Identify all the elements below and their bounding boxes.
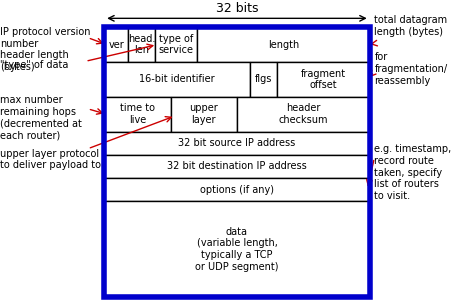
Text: IP protocol version
number
header length
(bytes): IP protocol version number header length… bbox=[0, 27, 91, 72]
Text: 32 bit destination IP address: 32 bit destination IP address bbox=[167, 161, 307, 171]
Text: upper
layer: upper layer bbox=[190, 103, 218, 125]
Text: 32 bits: 32 bits bbox=[216, 2, 258, 15]
Text: 16-bit identifier: 16-bit identifier bbox=[139, 75, 215, 85]
Bar bbox=[104, 132, 370, 155]
Bar bbox=[277, 62, 370, 97]
Bar bbox=[104, 201, 370, 297]
Text: type of
service: type of service bbox=[158, 34, 193, 55]
Text: for
fragmentation/
reassembly: for fragmentation/ reassembly bbox=[374, 52, 447, 86]
Text: upper layer protocol
to deliver payload to: upper layer protocol to deliver payload … bbox=[0, 149, 101, 170]
Bar bbox=[155, 27, 197, 62]
Bar bbox=[104, 27, 370, 297]
Bar bbox=[171, 97, 237, 132]
Bar bbox=[104, 178, 370, 201]
Bar bbox=[197, 27, 370, 62]
Text: fragment
offset: fragment offset bbox=[301, 69, 346, 90]
Bar bbox=[250, 62, 277, 97]
Text: time to
live: time to live bbox=[120, 103, 155, 125]
Text: head.
len: head. len bbox=[128, 34, 155, 55]
Text: options (if any): options (if any) bbox=[200, 185, 274, 195]
Bar bbox=[104, 155, 370, 178]
Text: "type" of data: "type" of data bbox=[0, 60, 68, 70]
Bar bbox=[237, 97, 370, 132]
Text: header
checksum: header checksum bbox=[279, 103, 328, 125]
Text: total datagram
length (bytes): total datagram length (bytes) bbox=[374, 15, 447, 37]
Text: data
(variable length,
typically a TCP
or UDP segment): data (variable length, typically a TCP o… bbox=[195, 227, 279, 271]
Bar bbox=[128, 27, 155, 62]
Bar bbox=[104, 97, 171, 132]
Text: length: length bbox=[268, 40, 299, 50]
Text: 32 bit source IP address: 32 bit source IP address bbox=[178, 138, 296, 148]
Bar bbox=[104, 27, 128, 62]
Text: flgs: flgs bbox=[255, 75, 272, 85]
Text: e.g. timestamp,
record route
taken, specify
list of routers
to visit.: e.g. timestamp, record route taken, spec… bbox=[374, 144, 452, 201]
Bar bbox=[104, 62, 250, 97]
Text: ver: ver bbox=[109, 40, 124, 50]
Text: max number
remaining hops
(decremented at
each router): max number remaining hops (decremented a… bbox=[0, 95, 82, 140]
